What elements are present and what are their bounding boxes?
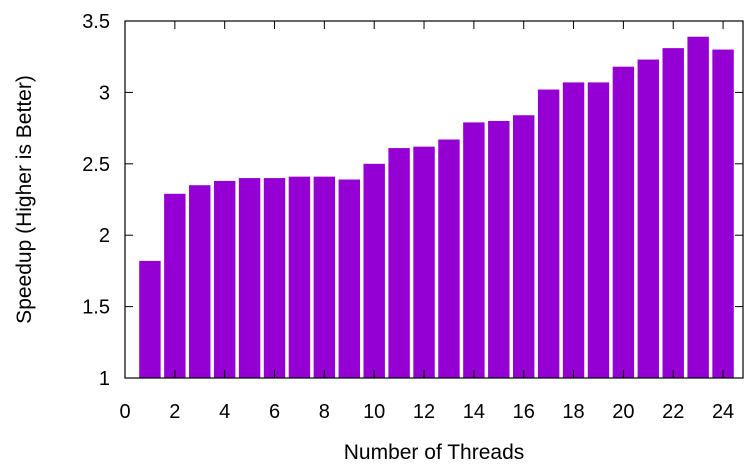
bar [587, 82, 610, 379]
y-tick-label: 1.5 [82, 297, 110, 319]
bar [438, 139, 460, 378]
bar [238, 178, 261, 378]
bar [189, 185, 211, 378]
y-tick-label: 2.5 [82, 154, 110, 176]
bar [139, 260, 161, 378]
x-tick-labels: 0 2 4 6 8 10 12 14 16 18 20 22 24 [119, 401, 734, 423]
bar [413, 146, 435, 378]
x-tick-label: 6 [269, 401, 280, 423]
y-tick-label: 2 [99, 225, 110, 247]
x-axis-title: Number of Threads [344, 441, 525, 464]
bar [313, 176, 336, 378]
bar [263, 178, 286, 378]
y-tick-label: 3 [99, 82, 110, 104]
bar [388, 148, 410, 378]
bar [512, 115, 535, 378]
x-tick-label: 4 [219, 401, 230, 423]
x-tick-label: 22 [662, 401, 684, 423]
bar [562, 82, 585, 379]
bar [662, 48, 684, 378]
y-tick-label: 3.5 [82, 11, 110, 33]
x-tick-label: 0 [119, 401, 130, 423]
bar [612, 66, 635, 378]
x-tick-label: 12 [413, 401, 435, 423]
y-tick-label: 1 [99, 368, 110, 390]
x-tick-label: 10 [363, 401, 385, 423]
x-tick-label: 20 [612, 401, 634, 423]
bar [687, 36, 709, 379]
bar [363, 163, 385, 378]
bar [537, 89, 560, 378]
x-tick-label: 16 [513, 401, 535, 423]
plot-frame [124, 20, 744, 379]
y-axis-title: Speedup (Higher is Better) [13, 75, 36, 324]
x-tick-label: 14 [463, 401, 485, 423]
bars-group [139, 36, 734, 379]
ticks-group [124, 20, 743, 379]
bar [338, 179, 360, 378]
bar [288, 176, 311, 378]
bar [488, 120, 510, 379]
x-tick-label: 8 [319, 401, 330, 423]
bar [213, 180, 236, 378]
bar [463, 122, 485, 378]
y-tick-labels: 1 1.5 2 2.5 3 3.5 [82, 11, 110, 390]
x-tick-label: 24 [712, 401, 734, 423]
bar [712, 49, 734, 379]
x-tick-label: 2 [169, 401, 180, 423]
x-tick-label: 18 [562, 401, 584, 423]
bar [164, 193, 186, 378]
bar [637, 59, 660, 379]
